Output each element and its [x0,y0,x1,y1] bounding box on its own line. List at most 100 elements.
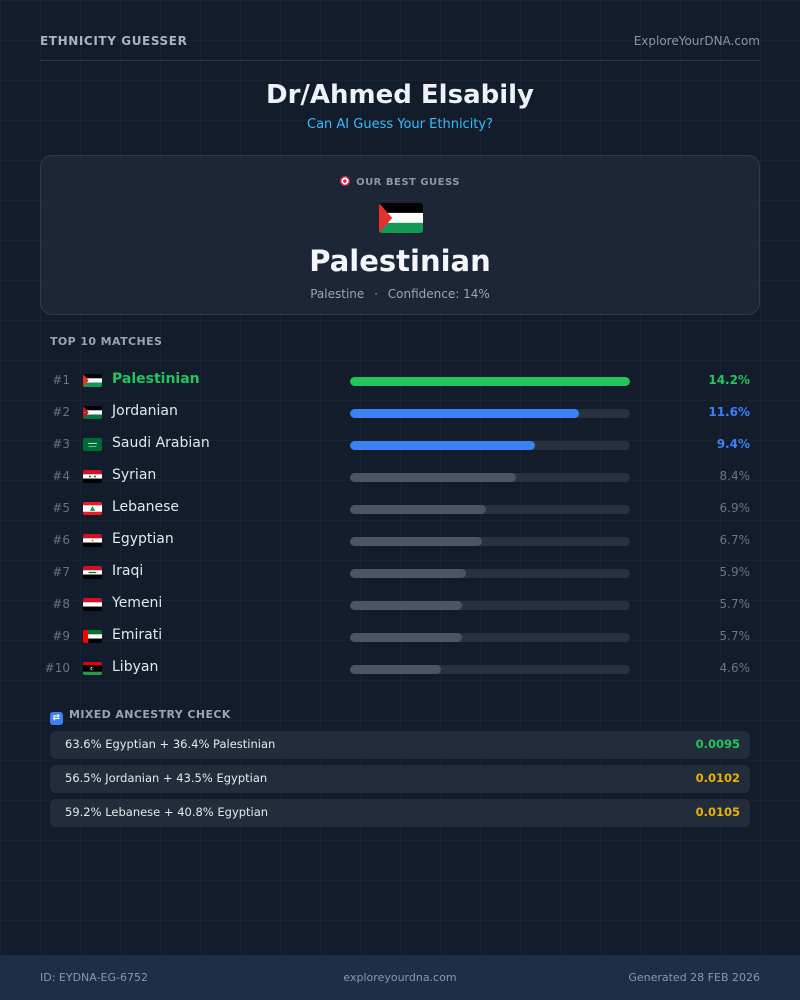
mixed-row: 56.5% Jordanian + 43.5% Egyptian 0.0102 [50,765,750,793]
page-title: Dr/Ahmed Elsabily [266,80,534,110]
iraq-flag-icon [83,566,102,579]
footer-site-link[interactable]: exploreyourdna.com [343,971,457,984]
best-guess-label: OUR BEST GUESS [41,176,759,188]
match-rank: #7 [52,565,70,579]
match-bar-track [350,633,630,642]
meta-separator: · [374,287,378,301]
match-rank: #8 [52,597,70,611]
match-row: #8 Yemeni 5.7% [0,594,800,616]
match-bar-fill [350,505,487,514]
mixed-score: 0.0095 [695,737,740,751]
best-guess-country: Palestine [310,287,365,301]
match-name: Emirati [112,627,163,643]
match-bar-fill [350,441,536,450]
libya-flag-icon [83,662,102,675]
match-rank: #3 [52,437,70,451]
match-bar-fill [350,601,463,610]
match-bar-fill [350,409,579,418]
match-row: #1 Palestinian 14.2% [0,370,800,392]
best-guess-card: OUR BEST GUESS Palestinian Palestine · C… [40,155,760,315]
match-row: #6 Egyptian 6.7% [0,530,800,552]
uae-flag-icon [83,630,102,643]
match-row: #4 Syrian 8.4% [0,466,800,488]
match-percent: 9.4% [716,437,750,451]
site-link[interactable]: ExploreYourDNA.com [633,34,760,48]
match-row: #9 Emirati 5.7% [0,626,800,648]
mixed-composition: 56.5% Jordanian + 43.5% Egyptian [65,771,268,785]
match-rank: #4 [52,469,70,483]
match-name: Lebanese [112,499,180,515]
match-bar-track [350,569,630,578]
page-subtitle: Can AI Guess Your Ethnicity? [307,117,493,132]
best-guess-confidence: Confidence: 14% [387,287,490,301]
match-bar-fill [350,665,441,674]
match-rank: #10 [44,661,70,675]
match-row: #5 Lebanese 6.9% [0,498,800,520]
match-bar-fill [350,569,467,578]
match-percent: 4.6% [719,661,751,675]
syria-flag-icon [83,470,102,483]
match-name: Saudi Arabian [112,435,210,451]
mixed-row: 59.2% Lebanese + 40.8% Egyptian 0.0105 [50,799,750,827]
mixed-section-title-text: MIXED ANCESTRY CHECK [69,708,231,721]
match-bar-track [350,409,630,418]
match-bar-track [350,601,630,610]
match-percent: 5.7% [719,597,751,611]
mixed-section-title: ⇄ MIXED ANCESTRY CHECK [50,708,231,725]
match-bar-fill [350,377,630,386]
report-id: ID: EYDNA-EG-6752 [40,971,148,984]
match-percent: 6.7% [719,533,751,547]
match-row: #2 Jordanian 11.6% [0,402,800,424]
top-bar: ETHNICITY GUESSER ExploreYourDNA.com [40,32,760,61]
match-row: #7 Iraqi 5.9% [0,562,800,584]
match-bar-track [350,537,630,546]
match-percent: 6.9% [719,501,751,515]
generated-date: Generated 28 FEB 2026 [628,971,760,984]
mixed-composition: 63.6% Egyptian + 36.4% Palestinian [65,737,276,751]
match-bar-track [350,441,630,450]
match-rank: #6 [52,533,70,547]
app-brand: ETHNICITY GUESSER [40,34,188,48]
matches-section-title: TOP 10 MATCHES [50,335,163,348]
best-guess-meta: Palestine · Confidence: 14% [41,287,759,301]
yemen-flag-icon [83,598,102,611]
match-rank: #2 [52,405,70,419]
match-name: Libyan [112,659,159,675]
palestine-flag-icon [379,203,423,233]
match-bar-fill [350,537,483,546]
mixed-composition: 59.2% Lebanese + 40.8% Egyptian [65,805,269,819]
mixed-score: 0.0105 [695,805,740,819]
match-rank: #1 [52,373,70,387]
saudi-flag-icon [83,438,102,451]
target-icon [340,176,351,186]
palestine-flag-icon [83,374,102,387]
match-name: Iraqi [112,563,144,579]
match-name: Syrian [112,467,157,483]
jordan-flag-icon [83,406,102,419]
shuffle-icon: ⇄ [50,712,63,725]
match-name: Yemeni [112,595,163,611]
match-bar-fill [350,633,463,642]
match-bar-track [350,377,630,386]
match-percent: 14.2% [708,373,750,387]
mixed-score: 0.0102 [695,771,740,785]
lebanon-flag-icon [83,502,102,515]
match-name: Egyptian [112,531,174,547]
match-bar-fill [350,473,516,482]
match-bar-track [350,665,630,674]
match-row: #3 Saudi Arabian 9.4% [0,434,800,456]
match-bar-track [350,505,630,514]
best-guess-name: Palestinian [309,244,491,278]
match-name: Jordanian [112,403,178,419]
match-percent: 8.4% [719,469,751,483]
match-percent: 11.6% [708,405,750,419]
match-rank: #5 [52,501,70,515]
egypt-flag-icon [83,534,102,547]
match-rank: #9 [52,629,70,643]
match-percent: 5.9% [719,565,751,579]
mixed-row: 63.6% Egyptian + 36.4% Palestinian 0.0095 [50,731,750,759]
match-bar-track [350,473,630,482]
match-name: Palestinian [112,371,200,387]
best-guess-label-text: OUR BEST GUESS [356,177,460,188]
match-percent: 5.7% [719,629,751,643]
